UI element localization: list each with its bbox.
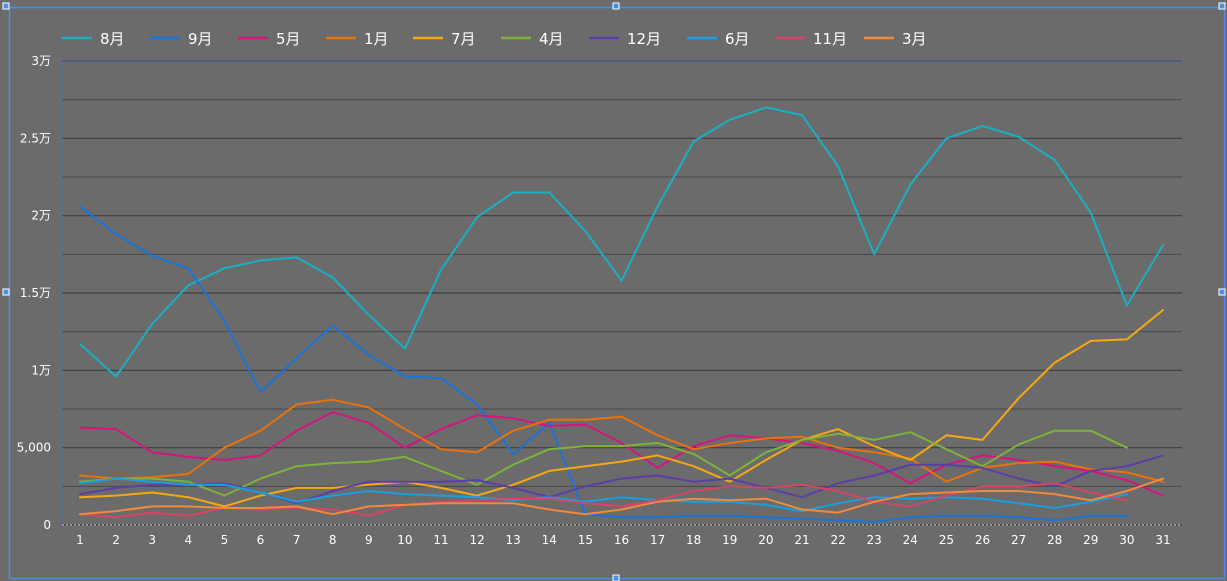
x-tick-label: 22 <box>830 533 845 547</box>
series-line <box>79 309 1164 508</box>
x-tick-label: 2 <box>112 533 120 547</box>
x-tick-label: 7 <box>293 533 301 547</box>
x-tick-label: 31 <box>1155 533 1170 547</box>
x-tick-label: 19 <box>722 533 737 547</box>
x-tick-label: 20 <box>758 533 773 547</box>
y-tick-label: 1万 <box>31 363 51 377</box>
y-tick-label: 2万 <box>31 209 51 223</box>
legend-label: 11月 <box>813 30 847 48</box>
legend-label: 3月 <box>902 30 927 48</box>
x-tick-label: 18 <box>686 533 701 547</box>
x-tick-label: 6 <box>257 533 265 547</box>
legend-label: 4月 <box>539 30 564 48</box>
resize-handle-bottom[interactable] <box>612 574 620 581</box>
series-line <box>79 398 1164 483</box>
resize-handle-top-left[interactable] <box>2 2 10 10</box>
x-tick-label: 30 <box>1119 533 1134 547</box>
x-tick-label: 26 <box>975 533 990 547</box>
x-tick-label: 5 <box>221 533 229 547</box>
y-tick-label: 1.5万 <box>20 286 51 300</box>
x-tick-label: 12 <box>469 533 484 547</box>
x-tick-label: 17 <box>650 533 665 547</box>
x-tick-label: 4 <box>184 533 192 547</box>
legend-label: 5月 <box>276 30 301 48</box>
x-tick-label: 28 <box>1047 533 1062 547</box>
legend-label: 9月 <box>188 30 213 48</box>
y-tick-label: 0 <box>43 518 51 532</box>
legend-label: 1月 <box>364 30 389 48</box>
x-tick-label: 24 <box>903 533 918 547</box>
x-tick-label: 3 <box>148 533 156 547</box>
legend-label: 12月 <box>627 30 661 48</box>
series-line <box>79 477 1164 516</box>
x-tick-label: 14 <box>542 533 557 547</box>
y-axis: 0 5,000 1万 1.5万 2万 2.5万 3万 <box>17 54 51 532</box>
legend-label: 8月 <box>100 30 125 48</box>
resize-handle-left[interactable] <box>2 288 10 296</box>
x-tick-label: 11 <box>433 533 448 547</box>
series-line <box>79 429 1128 497</box>
x-tick-label: 15 <box>578 533 593 547</box>
x-tick-label: 9 <box>365 533 373 547</box>
series-line <box>79 477 1128 513</box>
x-tick-label: 1 <box>76 533 84 547</box>
x-axis: 1 2 3 4 5 6 7 8 9 10 11 12 13 14 15 16 17 18 19 20 21 22 23 24 2… <box>76 533 1170 547</box>
legend: 8月 9月 5月 1月 7月 4月 12月 6月 11月 3月 <box>62 30 927 48</box>
x-tick-label: 25 <box>939 533 954 547</box>
series-lines <box>79 106 1164 523</box>
series-line <box>79 205 1128 523</box>
x-tick-label: 27 <box>1011 533 1026 547</box>
x-tick-label: 29 <box>1083 533 1098 547</box>
gridlines <box>61 60 1182 526</box>
x-tick-label: 10 <box>397 533 412 547</box>
series-line <box>79 106 1164 378</box>
x-tick-label: 21 <box>794 533 809 547</box>
x-tick-label: 23 <box>867 533 882 547</box>
legend-label: 6月 <box>725 30 750 48</box>
legend-label: 7月 <box>451 30 476 48</box>
resize-handle-top-right[interactable] <box>1218 2 1226 10</box>
x-tick-label: 13 <box>506 533 521 547</box>
resize-handle-right[interactable] <box>1218 288 1226 296</box>
series-line <box>79 411 1164 497</box>
y-tick-label: 5,000 <box>17 441 51 455</box>
y-tick-label: 2.5万 <box>20 131 51 145</box>
resize-handle-top[interactable] <box>612 2 620 10</box>
y-tick-label: 3万 <box>31 54 51 68</box>
x-tick-label: 16 <box>614 533 629 547</box>
x-tick-label: 8 <box>329 533 337 547</box>
series-line <box>79 482 1128 519</box>
